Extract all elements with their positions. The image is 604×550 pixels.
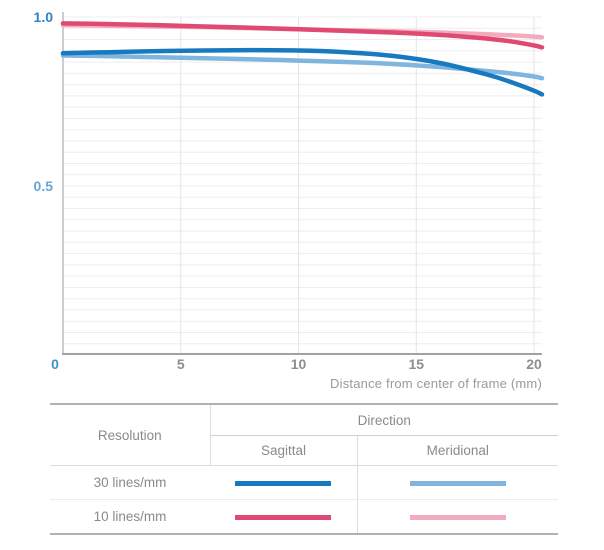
direction-header: Direction [210, 404, 558, 436]
tick-label: 15 [408, 356, 424, 372]
tick-label: 5 [177, 356, 185, 372]
tick-label: 20 [526, 356, 542, 372]
legend-swatch-10-sagittal [235, 514, 332, 520]
legend-swatch-10-meridional [409, 514, 506, 520]
meridional-header: Meridional [357, 435, 558, 466]
legend-swatch-30-sagittal [235, 480, 332, 486]
legend-row-30-lines: 30 lines/mm [50, 465, 558, 500]
tick-label: 0.5 [34, 178, 54, 194]
tick-label: 1.0 [34, 9, 54, 25]
curve-30-meridional [60, 53, 545, 81]
x-axis-title: Distance from center of frame (mm) [330, 376, 542, 391]
legend-swatch-30-meridional [409, 480, 506, 486]
mtf-line-chart: 0 5 10 15 20 1.0 0.5 [34, 9, 545, 372]
legend-row-10-lines: 10 lines/mm [50, 499, 558, 534]
legend-header-row-1: Resolution Direction [50, 404, 558, 466]
tick-label: 0 [51, 356, 59, 372]
legend-header-row-2: Sagittal Meridional [50, 435, 558, 466]
curve-30-sagittal [60, 47, 545, 97]
resolution-header: Resolution [50, 404, 211, 466]
resolution-label-10: 10 lines/mm [93, 509, 167, 524]
sagittal-header: Sagittal [210, 435, 358, 466]
curve-10-sagittal [60, 21, 545, 50]
tick-label: 10 [291, 356, 307, 372]
resolution-label-30: 30 lines/mm [50, 465, 210, 500]
legend-table: Resolution Direction Sagittal Meridional… [50, 403, 558, 535]
